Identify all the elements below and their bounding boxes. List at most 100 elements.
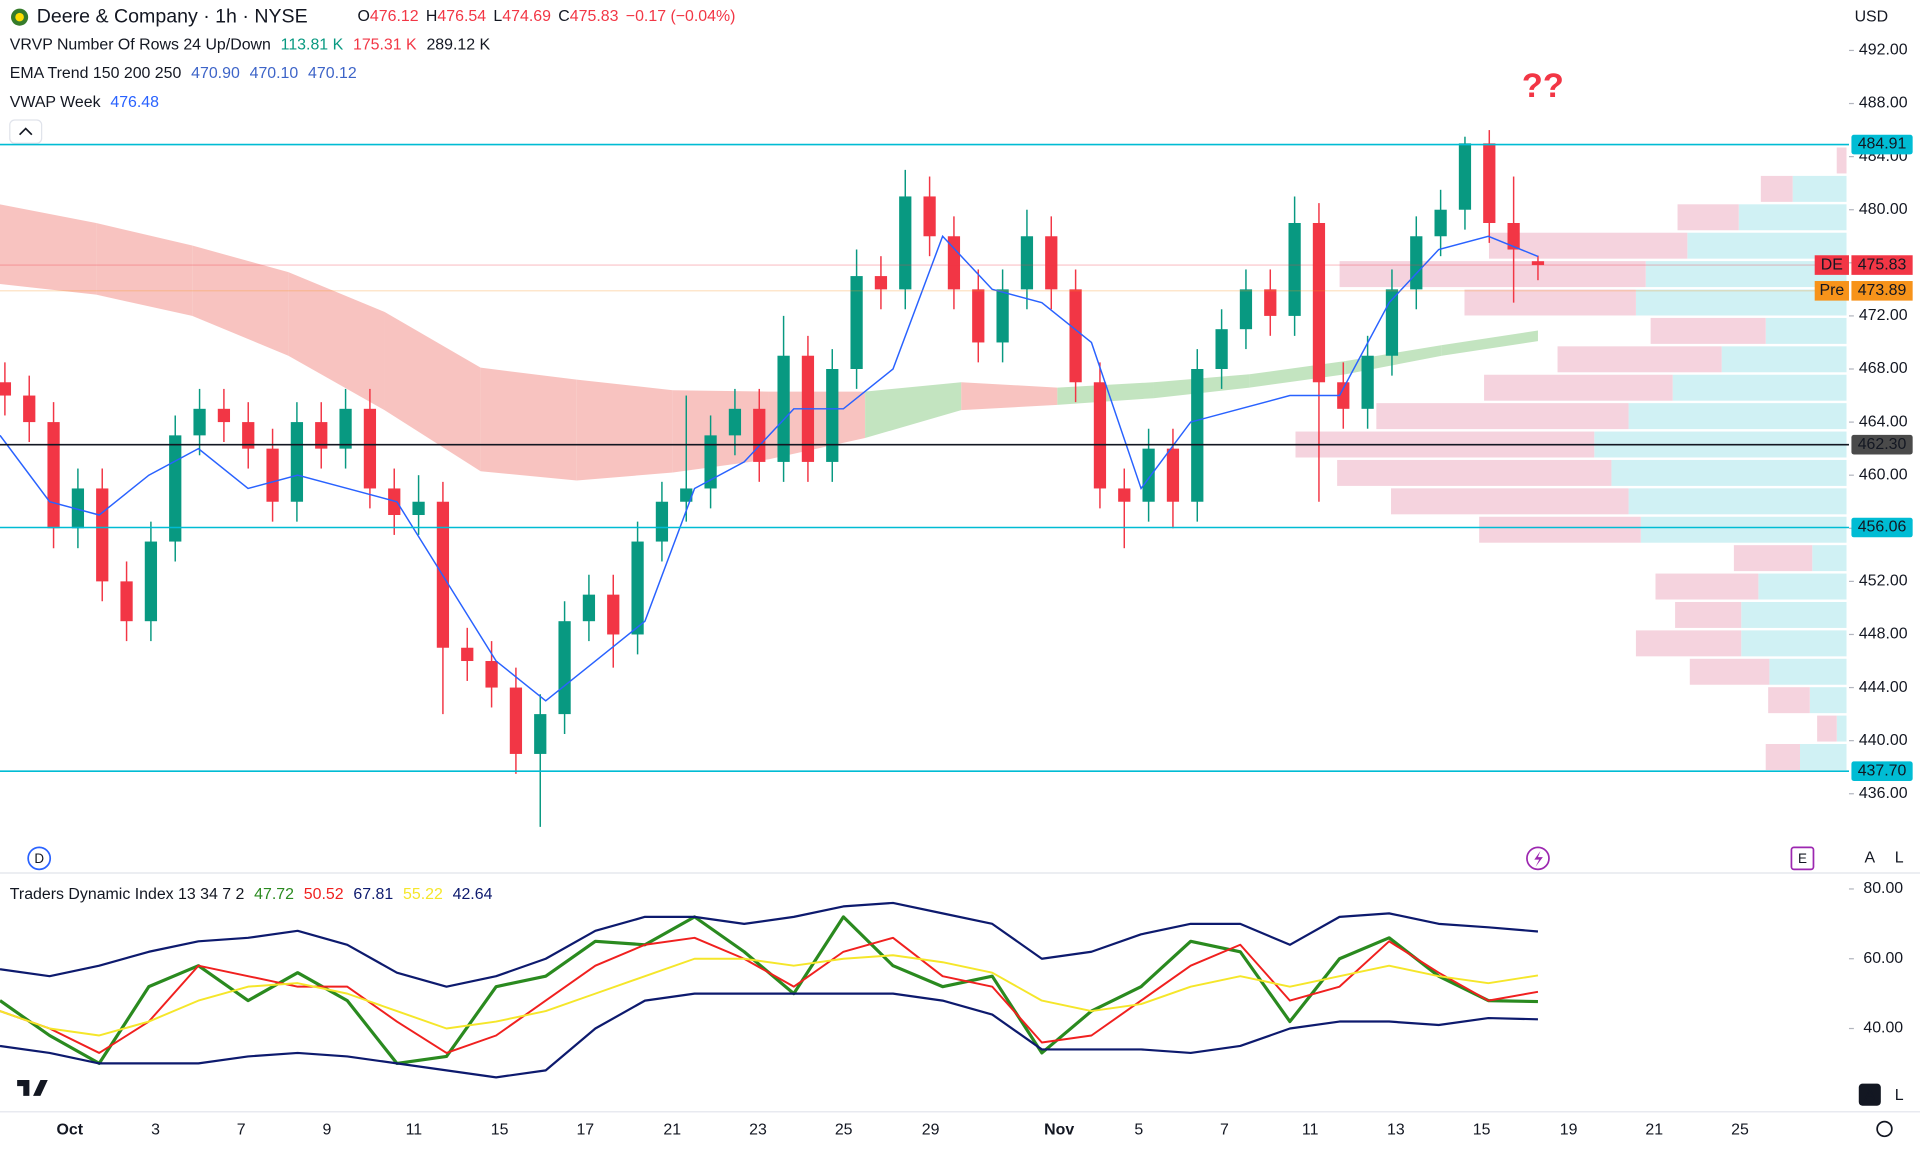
candle-body <box>169 435 182 542</box>
x-tick-label: 15 <box>1473 1121 1491 1138</box>
ema-ribbon <box>288 272 385 411</box>
indicator-legend: VRVP Number Of Rows 24 Up/Down 113.81 K 17… <box>10 37 491 54</box>
settings-icon[interactable] <box>1876 1120 1893 1138</box>
profile-down <box>1557 346 1722 373</box>
ohlc-value: 476.12 <box>370 8 419 25</box>
scale-button[interactable]: L <box>1895 850 1904 867</box>
candle-body <box>23 395 36 423</box>
y-tick-label: 480.00 <box>1859 201 1908 218</box>
x-tick-label: 11 <box>1302 1121 1319 1138</box>
scale-button[interactable]: A <box>1864 850 1875 867</box>
candle-body <box>1312 222 1326 383</box>
scale-button[interactable]: A <box>1864 1087 1875 1104</box>
candle-body <box>1337 382 1350 409</box>
candle-body <box>558 621 571 715</box>
profile-down <box>1479 516 1641 543</box>
candle-body <box>193 408 206 436</box>
osc-legend-value: 67.81 <box>353 886 393 903</box>
currency: USD <box>1855 8 1889 25</box>
candle-body <box>242 422 255 449</box>
candle-body <box>363 408 377 489</box>
profile-down <box>1464 289 1636 316</box>
indicator-name: VRVP Number Of Rows 24 Up/Down <box>10 37 271 54</box>
indicator-name: VWAP Week <box>10 94 101 111</box>
candle-body <box>1093 382 1107 489</box>
y-tick-label: 436.00 <box>1859 785 1908 802</box>
profile-down <box>1760 175 1793 202</box>
candle-body <box>1434 209 1447 237</box>
candle-body <box>826 369 839 462</box>
profile-down <box>1817 715 1837 742</box>
profile-up <box>1628 488 1847 515</box>
candle-body <box>144 541 158 622</box>
level-tag-label: 484.91 <box>1858 136 1907 153</box>
profile-up <box>1809 687 1847 714</box>
profile-up <box>1758 573 1847 600</box>
candle-body <box>923 196 936 237</box>
profile-down <box>1484 374 1673 401</box>
x-tick-label: 7 <box>1220 1121 1229 1138</box>
change-label: −0.17 (−0.04%) <box>626 8 736 25</box>
indicator-value: 470.90 <box>191 65 240 82</box>
ema-ribbon <box>0 204 97 295</box>
y-tick-label: 468.00 <box>1859 360 1908 377</box>
vwap-line <box>0 234 1539 702</box>
candle-body <box>339 408 352 449</box>
candle-body <box>631 541 644 635</box>
ema-ribbon <box>672 390 769 473</box>
profile-up <box>1645 261 1847 288</box>
osc-y-tick-label: 40.00 <box>1863 1020 1903 1037</box>
price-tag-name-box <box>1814 281 1849 301</box>
candle-body <box>607 594 620 635</box>
candle-body <box>47 422 60 529</box>
ema-ribbon <box>384 311 481 472</box>
profile-down <box>1488 232 1688 259</box>
osc-line <box>0 936 1539 1054</box>
price-tag-name: Pre <box>1819 282 1844 299</box>
candle-body <box>1264 289 1277 316</box>
level-tag-label: 462.30 <box>1858 436 1907 453</box>
x-tick-label: 9 <box>323 1121 332 1138</box>
profile-up <box>1741 601 1847 628</box>
ohlc-label: C <box>558 8 570 25</box>
candle-body <box>582 594 596 622</box>
candle-body <box>777 355 790 462</box>
marker-label: E <box>1798 851 1807 866</box>
profile-down <box>1337 459 1612 486</box>
x-tick-label: Oct <box>57 1121 84 1138</box>
collapse-button[interactable] <box>9 119 43 144</box>
candle-body <box>1020 236 1034 290</box>
profile-down <box>1765 744 1800 770</box>
candle-body <box>874 276 888 290</box>
event-icon[interactable] <box>1526 846 1550 871</box>
profile-down <box>1650 317 1766 344</box>
candle-body <box>1385 289 1399 356</box>
tradingview-logo <box>17 1079 48 1096</box>
profile-up <box>1611 459 1847 486</box>
ohlc-value: 475.83 <box>570 8 619 25</box>
indicator-value: 476.48 <box>110 94 159 111</box>
profile-up <box>1800 744 1847 770</box>
candle-body <box>0 382 12 396</box>
profile-up <box>1769 658 1847 685</box>
symbol-logo-mark <box>15 12 24 22</box>
price-tag-label: 475.83 <box>1858 256 1907 273</box>
indicator-value: 175.31 K <box>353 37 417 54</box>
x-tick-label: 13 <box>1387 1121 1405 1138</box>
y-tick-label: 492.00 <box>1859 42 1908 59</box>
marker-label: D <box>34 851 44 866</box>
osc-legend-value: 42.64 <box>453 886 493 903</box>
candle-body <box>290 422 304 502</box>
profile-up <box>1765 317 1847 344</box>
osc-legend-value: 50.52 <box>304 886 344 903</box>
candle-body <box>315 422 328 449</box>
symbol-title: Deere & Company · 1h · NYSE <box>37 5 308 27</box>
x-tick-label: 7 <box>237 1121 246 1138</box>
candle-body <box>217 408 231 423</box>
scale-button[interactable]: L <box>1895 1087 1904 1104</box>
event-icon-bolt <box>1534 851 1543 867</box>
y-tick-label: 488.00 <box>1859 95 1908 112</box>
y-tick-label: 472.00 <box>1859 307 1908 324</box>
